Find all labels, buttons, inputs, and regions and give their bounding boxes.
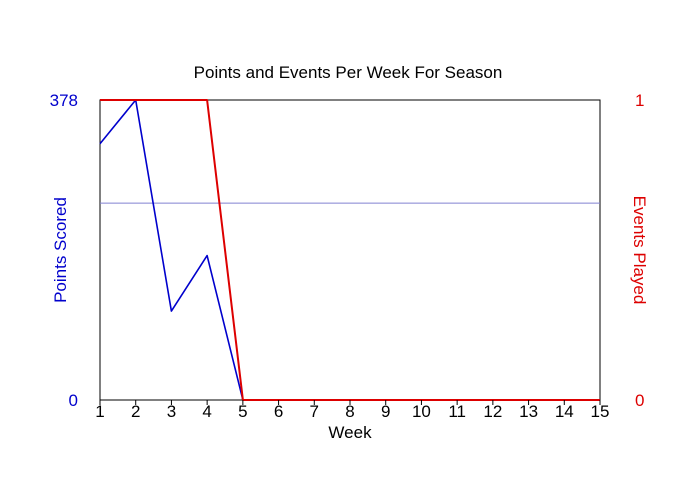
y-left-axis-label: Points Scored [51, 197, 70, 303]
x-tick-label: 3 [167, 402, 176, 421]
y-right-ticks: 01 [635, 91, 644, 410]
x-tick-label: 7 [310, 402, 319, 421]
x-tick-label: 9 [381, 402, 390, 421]
x-ticks: 1 2 3 4 5 6 7 8 9 10 11 12 13 14 15 [95, 400, 609, 421]
y-left-tick-label: 0 [69, 391, 78, 410]
x-tick-label: 15 [591, 402, 610, 421]
y-left-ticks: 0 378 [50, 91, 78, 410]
x-tick-label: 13 [519, 402, 538, 421]
x-tick-label: 11 [448, 402, 466, 421]
points-scored-line [99, 99, 600, 401]
plot-frame [99, 99, 601, 401]
x-tick-label: 8 [345, 402, 354, 421]
x-tick-label: 4 [202, 402, 211, 421]
x-tick-label: 2 [131, 402, 140, 421]
x-tick-label: 12 [483, 402, 502, 421]
y-left-tick-label: 378 [50, 91, 78, 110]
y-right-tick-label: 0 [635, 391, 644, 410]
x-tick-label: 10 [412, 402, 431, 421]
x-tick-label: 1 [95, 402, 104, 421]
x-axis-label: Week [328, 423, 372, 442]
y-right-tick-label: 1 [635, 91, 644, 110]
x-tick-label: 5 [238, 402, 247, 421]
chart-title: Points and Events Per Week For Season [194, 63, 503, 82]
x-tick-label: 6 [274, 402, 283, 421]
x-tick-label: 14 [555, 402, 574, 421]
events-played-line [100, 99, 600, 401]
y-right-axis-label: Events Played [630, 196, 649, 305]
series-layer [99, 99, 600, 401]
